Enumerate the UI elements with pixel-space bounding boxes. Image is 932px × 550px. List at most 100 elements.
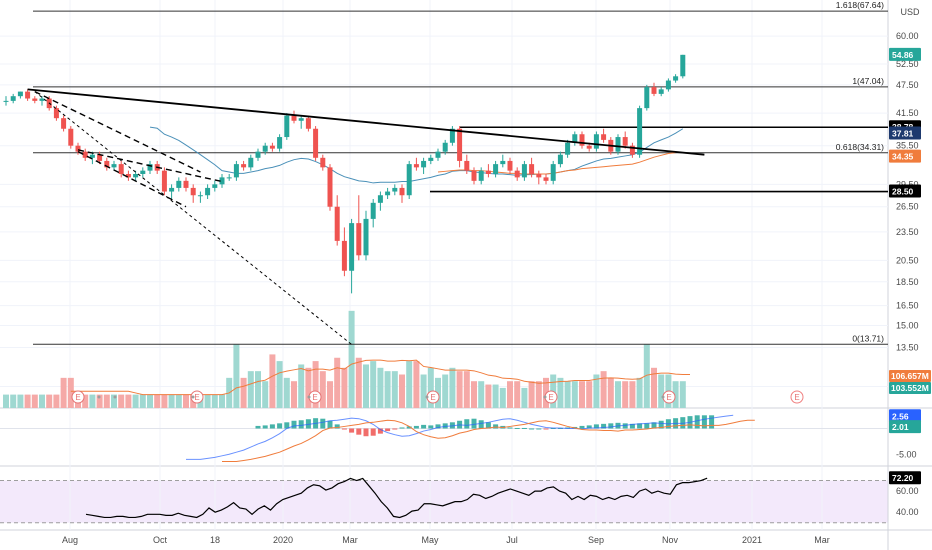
- macd-tag-text: 2.01: [892, 422, 909, 432]
- macd-histogram-bar: [493, 424, 499, 429]
- price-tag-bg: [889, 126, 921, 140]
- price-axis-tick-label: 60.00: [896, 31, 919, 41]
- volume-bar: [643, 344, 650, 408]
- earnings-marker-label: E: [194, 393, 199, 402]
- price-tag-text: 34.35: [892, 152, 914, 162]
- volume-bar: [355, 357, 362, 408]
- candle-body: [356, 223, 362, 256]
- volume-bar: [413, 361, 420, 408]
- candle-body: [565, 142, 571, 155]
- candle-body: [399, 187, 405, 196]
- price-tag-bg: [889, 149, 921, 163]
- macd-histogram-bar: [644, 423, 650, 429]
- fib-level-label: 1(47.04): [852, 76, 884, 86]
- macd-histogram-bar: [601, 423, 607, 429]
- macd-histogram-bar: [565, 427, 571, 429]
- macd-tag-bg: [889, 420, 921, 434]
- volume-bar: [60, 377, 67, 408]
- candle-body: [68, 128, 74, 146]
- candle-body: [75, 145, 81, 152]
- candle-body: [226, 177, 232, 179]
- volume-bar: [211, 394, 218, 408]
- macd-histogram-bar: [349, 428, 355, 433]
- macd-histogram-bar: [629, 423, 635, 429]
- main-panel-bg: [0, 0, 888, 408]
- time-axis-tick-label: May: [421, 535, 439, 545]
- volume-bar: [262, 381, 269, 408]
- candle-body: [241, 164, 247, 168]
- volume-tag-bg: [889, 370, 931, 382]
- time-axis-tick-label: Mar: [814, 535, 830, 545]
- earnings-marker-label: E: [430, 393, 435, 402]
- candle-body: [3, 100, 9, 102]
- candle-body: [10, 96, 16, 101]
- volume-bar: [471, 381, 477, 408]
- price-axis-tick-label: 52.50: [896, 59, 919, 69]
- trendline-layer: [27, 88, 705, 345]
- candle-body: [370, 202, 376, 219]
- macd-histogram-bar: [363, 428, 369, 437]
- fib-level-label: 1.618(67.64): [836, 0, 884, 10]
- candle-body: [665, 80, 671, 90]
- currency-label: USD: [900, 7, 920, 17]
- candle-body: [25, 91, 31, 99]
- volume-bar: [679, 381, 686, 408]
- candle-body: [327, 167, 333, 207]
- trendline: [27, 88, 705, 156]
- volume-bar: [535, 381, 542, 408]
- volume-bar: [327, 381, 333, 408]
- price-axis-tick-label: 15.00: [896, 321, 919, 331]
- macd-tag-text: 2.56: [892, 411, 909, 421]
- macd-histogram-bar: [341, 428, 347, 430]
- candle-body: [205, 187, 211, 196]
- volume-tag: 106.657M: [889, 370, 931, 382]
- volume-bar: [571, 381, 578, 408]
- candle-body: [89, 154, 95, 158]
- volume-bar: [521, 387, 528, 408]
- candle-body: [579, 134, 585, 146]
- candle-body: [464, 160, 470, 171]
- time-axis-tick-label: 2020: [273, 535, 293, 545]
- earnings-marker-label: E: [666, 393, 671, 402]
- candle-body: [615, 137, 621, 152]
- macd-histogram-bar: [593, 424, 599, 429]
- trendline: [77, 151, 187, 208]
- candle-body: [550, 164, 556, 181]
- macd-histogram-bar: [284, 422, 290, 429]
- price-axis-tick-label: 13.50: [896, 343, 919, 353]
- candle-body: [104, 160, 110, 168]
- price-tag: 28.50: [889, 184, 921, 198]
- candle-body: [255, 151, 261, 158]
- dividend-dot: [425, 395, 429, 399]
- macd-histogram-bar: [435, 424, 441, 429]
- candle-body: [169, 187, 175, 192]
- volume-bar: [67, 377, 74, 408]
- macd-histogram-bar: [579, 425, 585, 429]
- macd-tag-bg: [889, 409, 921, 423]
- candle-body: [543, 177, 549, 181]
- candle-body: [269, 145, 275, 149]
- candle-body: [637, 108, 643, 155]
- volume-bar: [247, 371, 254, 408]
- volume-bar: [499, 387, 506, 408]
- volume-bar: [334, 357, 341, 408]
- volume-bar: [233, 344, 240, 408]
- macd-histogram-bar: [507, 427, 513, 429]
- candle-body: [133, 173, 139, 178]
- earnings-marker: [790, 390, 804, 404]
- volume-bar: [363, 364, 369, 408]
- macd-histogram-bar: [305, 419, 311, 429]
- candle-body: [457, 128, 463, 161]
- macd-histogram-bar: [680, 417, 686, 429]
- volume-tag-bg: [889, 382, 931, 394]
- candle-body: [61, 118, 67, 129]
- volume-bar: [154, 394, 161, 408]
- price-tag: 37.81: [889, 126, 921, 140]
- candle-body: [298, 118, 304, 121]
- candle-body: [449, 128, 455, 143]
- candle-body: [586, 145, 592, 149]
- volume-bar: [391, 371, 398, 408]
- macd-histogram-bar: [277, 423, 283, 429]
- price-axis-tick-label: 29.50: [896, 179, 919, 189]
- volume-bar: [607, 377, 614, 408]
